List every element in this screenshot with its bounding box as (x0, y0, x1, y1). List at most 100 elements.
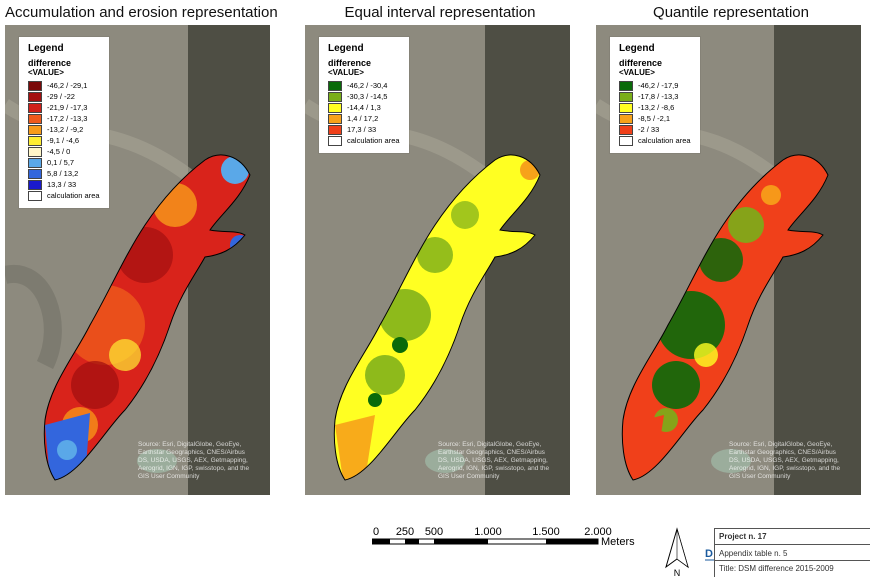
legend-field: <VALUE> (619, 68, 655, 77)
legend-field: <VALUE> (328, 68, 364, 77)
legend-item: 5,8 / 13,2 (28, 168, 100, 179)
legend-swatch (328, 135, 342, 146)
scale-tick-label: 2.000 (584, 526, 612, 538)
legend-swatch (28, 157, 42, 168)
legend-item: 13,3 / 33 (28, 179, 100, 190)
legend-label: 13,3 / 33 (47, 180, 77, 189)
legend-item: -4,5 / 0 (28, 146, 100, 157)
legend-subtitle: difference (328, 58, 372, 68)
legend-item: calculation area (328, 135, 400, 146)
legend-label: -14,4 / 1,3 (347, 103, 381, 112)
legend-title: Legend (619, 43, 655, 54)
legend-item: -21,9 / -17,3 (28, 102, 100, 113)
legend-swatch (28, 190, 42, 201)
scale-bar: 0 250 500 1.000 1.500 2.000 Meters (372, 526, 635, 548)
legend-swatch (619, 124, 633, 135)
legend-item: -14,4 / 1,3 (328, 102, 400, 113)
legend-label: -17,2 / -13,3 (47, 114, 88, 123)
legend-label: -2 / 33 (638, 125, 660, 134)
document-title: Title: DSM difference 2015-2009 (714, 562, 870, 576)
legend-swatch (28, 91, 42, 102)
legend-swatch (619, 113, 633, 124)
legend-field: <VALUE> (28, 68, 64, 77)
legend-label: calculation area (638, 136, 691, 145)
legend-swatch (619, 135, 633, 146)
legend-item: -17,2 / -13,3 (28, 113, 100, 124)
legend-item: -13,2 / -8,6 (619, 102, 691, 113)
legend-swatch (328, 80, 342, 91)
legend-title: Legend (328, 43, 364, 54)
legend-swatch (28, 135, 42, 146)
legend-items: -46,2 / -29,1 -29 / -22 -21,9 / -17,3 -17,2… (28, 80, 100, 201)
legend-label: -4,5 / 0 (47, 147, 71, 156)
map-panel-quantile[interactable]: Legend difference <VALUE> -46,2 / -17,9-… (596, 25, 861, 495)
legend-quantile: Legend difference <VALUE> -46,2 / -17,9-… (610, 37, 700, 153)
legend-swatch (28, 102, 42, 113)
legend-items: -46,2 / -30,4 -30,3 / -14,5 -14,4 / 1,3 1,4… (328, 80, 400, 146)
title-block (714, 528, 870, 577)
legend-item: -46,2 / -17,9 (619, 80, 691, 91)
legend-items: -46,2 / -17,9 -17,8 / -13,3 -13,2 / -8,6 -8… (619, 80, 691, 146)
legend-item: -46,2 / -30,4 (328, 80, 400, 91)
map-attribution: Source: Esri, DigitalGlobe, GeoEye, Eart… (729, 441, 841, 480)
legend-label: -30,3 / -14,5 (347, 92, 388, 101)
legend-equal-interval: Legend difference <VALUE> -46,2 / -30,4-… (319, 37, 409, 153)
legend-item: -17,8 / -13,3 (619, 91, 691, 102)
map-title-equal-interval: Equal interval representation (344, 4, 536, 21)
scale-tick-label: 0 (373, 526, 379, 538)
map-canvas-accumulation (5, 25, 270, 495)
legend-label: -17,8 / -13,3 (638, 92, 679, 101)
legend-swatch (328, 91, 342, 102)
legend-label: -46,2 / -17,9 (638, 81, 679, 90)
legend-swatch (28, 80, 42, 91)
legend-label: -46,2 / -29,1 (47, 81, 88, 90)
legend-subtitle: difference (28, 58, 72, 68)
legend-swatch (619, 91, 633, 102)
scale-tick-label: 500 (425, 526, 443, 538)
legend-item: -9,1 / -4,6 (28, 135, 100, 146)
legend-swatch (619, 102, 633, 113)
legend-label: calculation area (47, 191, 100, 200)
legend-accumulation: Legend difference <VALUE> -46,2 / -29,1-… (19, 37, 109, 208)
north-arrow-icon: N (665, 527, 689, 576)
legend-item: -13,2 / -9,2 (28, 124, 100, 135)
legend-item: calculation area (28, 190, 100, 201)
legend-swatch (28, 113, 42, 124)
legend-label: 1,4 / 17,2 (347, 114, 379, 123)
legend-item: 0,1 / 5,7 (28, 157, 100, 168)
legend-label: 0,1 / 5,7 (47, 158, 75, 167)
scale-unit: Meters (601, 536, 635, 548)
legend-swatch (28, 146, 42, 157)
legend-label: -13,2 / -8,6 (638, 103, 675, 112)
legend-label: -13,2 / -9,2 (47, 125, 84, 134)
legend-swatch (619, 80, 633, 91)
legend-swatch (328, 102, 342, 113)
scale-tick-label: 1.000 (474, 526, 502, 538)
map-attribution: Source: Esri, DigitalGlobe, GeoEye, Eart… (138, 441, 250, 480)
map-attribution: Source: Esri, DigitalGlobe, GeoEye, Eart… (438, 441, 550, 480)
legend-item: 17,3 / 33 (328, 124, 400, 135)
legend-label: -29 / -22 (47, 92, 75, 101)
legend-label: -9,1 / -4,6 (47, 136, 80, 145)
legend-label: -21,9 / -17,3 (47, 103, 88, 112)
map-panel-equal-interval[interactable]: Legend difference <VALUE> -46,2 / -30,4-… (305, 25, 570, 495)
legend-swatch (28, 168, 42, 179)
legend-item: -29 / -22 (28, 91, 100, 102)
legend-item: -46,2 / -29,1 (28, 80, 100, 91)
legend-swatch (28, 179, 42, 190)
legend-label: 5,8 / 13,2 (47, 169, 79, 178)
legend-label: -46,2 / -30,4 (347, 81, 388, 90)
map-title-quantile: Quantile representation (653, 4, 809, 21)
legend-swatch (28, 124, 42, 135)
legend-item: calculation area (619, 135, 691, 146)
legend-item: -2 / 33 (619, 124, 691, 135)
legend-swatch (328, 124, 342, 135)
map-title-accumulation: Accumulation and erosion representation (5, 4, 278, 21)
project-number: Project n. 17 (714, 529, 870, 545)
map-panel-accumulation[interactable]: Legend difference <VALUE> -46,2 / -29,1-… (5, 25, 270, 495)
legend-subtitle: difference (619, 58, 663, 68)
legend-item: -8,5 / -2,1 (619, 113, 691, 124)
scale-tick-label: 250 (396, 526, 414, 538)
legend-swatch (328, 113, 342, 124)
legend-item: -30,3 / -14,5 (328, 91, 400, 102)
